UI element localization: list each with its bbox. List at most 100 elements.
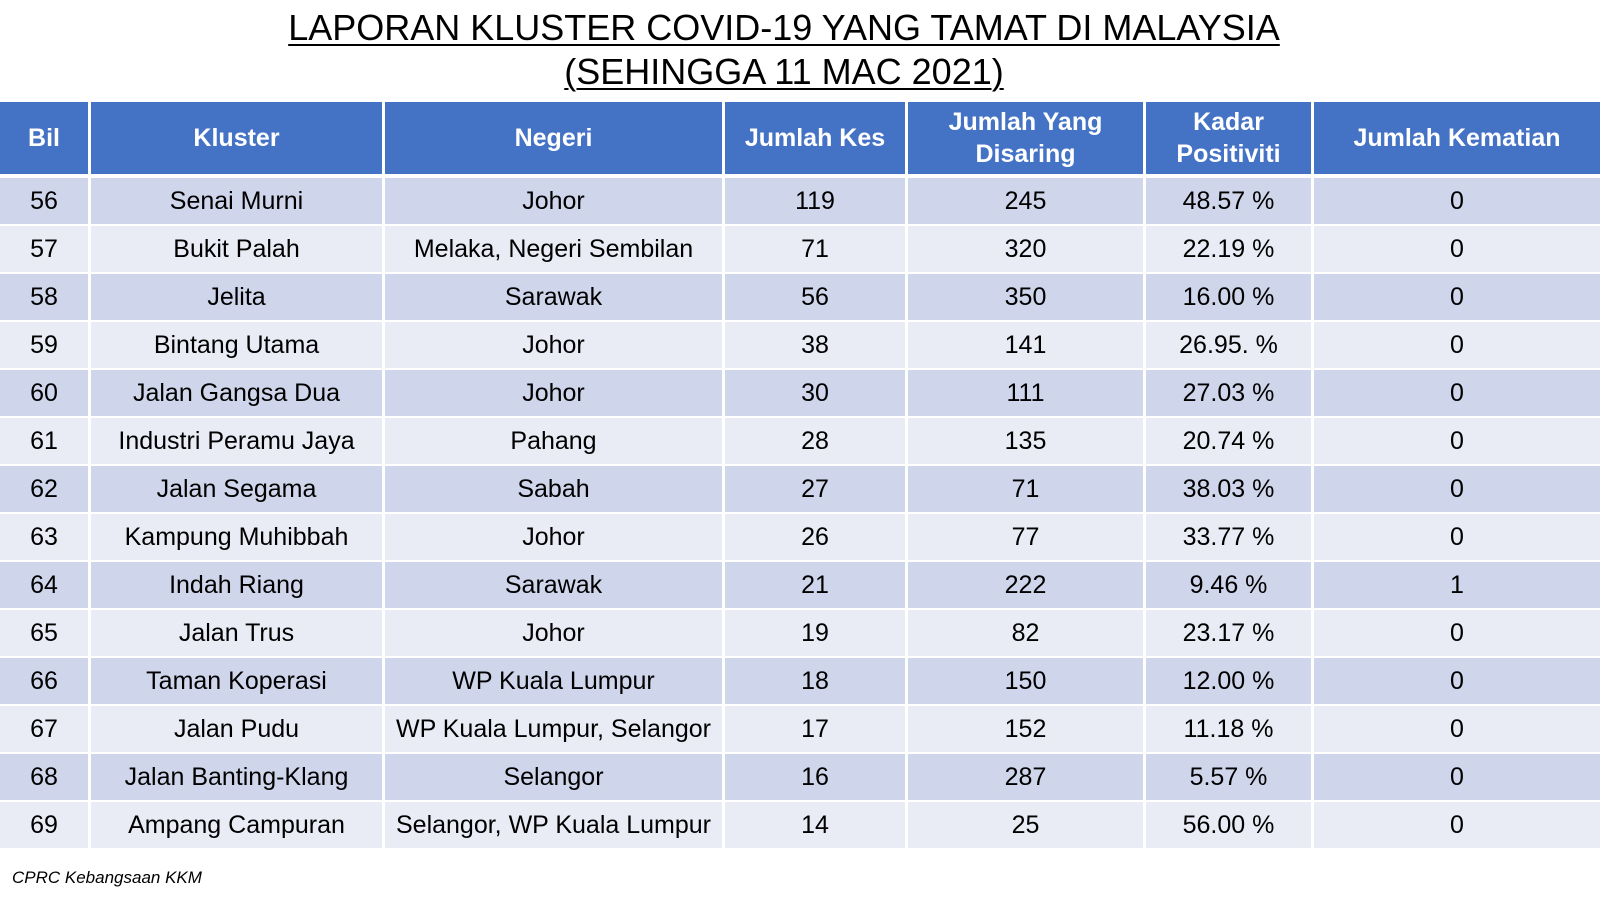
cell-kluster: Taman Koperasi [91, 658, 385, 706]
cell-kadar-positiviti: 16.00 % [1146, 274, 1314, 322]
cell-kadar-positiviti: 33.77 % [1146, 514, 1314, 562]
cell-jumlah-kes: 56 [725, 274, 908, 322]
cell-jumlah-kes: 26 [725, 514, 908, 562]
cell-kadar-positiviti: 56.00 % [1146, 802, 1314, 850]
table-row: 56 Senai Murni Johor 119 245 48.57 % 0 [0, 178, 1600, 226]
cell-jumlah-kematian: 0 [1314, 658, 1600, 706]
cell-jumlah-disaring: 320 [908, 226, 1146, 274]
table-row: 66 Taman Koperasi WP Kuala Lumpur 18 150 12.0… [0, 658, 1600, 706]
cell-negeri: Selangor, WP Kuala Lumpur [385, 802, 725, 850]
cell-jumlah-kematian: 0 [1314, 226, 1600, 274]
table-row: 57 Bukit Palah Melaka, Negeri Sembilan 71 32… [0, 226, 1600, 274]
table-row: 64 Indah Riang Sarawak 21 222 9.46 % 1 [0, 562, 1600, 610]
source-note: CPRC Kebangsaan KKM [12, 868, 202, 887]
cell-jumlah-disaring: 150 [908, 658, 1146, 706]
cell-jumlah-kematian: 0 [1314, 514, 1600, 562]
cell-jumlah-kes: 19 [725, 610, 908, 658]
header-jumlah-kes: Jumlah Kes [725, 102, 908, 178]
header-kluster: Kluster [91, 102, 385, 178]
cell-kluster: Jalan Banting-Klang [91, 754, 385, 802]
table-row: 67 Jalan Pudu WP Kuala Lumpur, Selangor 17 1… [0, 706, 1600, 754]
cell-kluster: Senai Murni [91, 178, 385, 226]
header-negeri: Negeri [385, 102, 725, 178]
table-row: 69 Ampang Campuran Selangor, WP Kuala Lump… [0, 802, 1600, 850]
cell-kluster: Jelita [91, 274, 385, 322]
cell-kadar-positiviti: 20.74 % [1146, 418, 1314, 466]
cell-jumlah-kes: 28 [725, 418, 908, 466]
cell-kluster: Jalan Segama [91, 466, 385, 514]
cell-jumlah-disaring: 350 [908, 274, 1146, 322]
table-row: 60 Jalan Gangsa Dua Johor 30 111 27.03 % 0 [0, 370, 1600, 418]
cell-jumlah-disaring: 82 [908, 610, 1146, 658]
table-body: 56 Senai Murni Johor 119 245 48.57 % 0 57 Bukit … [0, 178, 1600, 850]
cell-kluster: Indah Riang [91, 562, 385, 610]
cell-jumlah-disaring: 135 [908, 418, 1146, 466]
cell-kadar-positiviti: 48.57 % [1146, 178, 1314, 226]
cell-negeri: Johor [385, 178, 725, 226]
table-row: 65 Jalan Trus Johor 19 82 23.17 % 0 [0, 610, 1600, 658]
cell-negeri: Sarawak [385, 274, 725, 322]
cell-bil: 59 [0, 322, 91, 370]
cell-jumlah-kematian: 0 [1314, 466, 1600, 514]
cell-jumlah-kematian: 0 [1314, 322, 1600, 370]
cell-bil: 56 [0, 178, 91, 226]
table-header-row: Bil Kluster Negeri Jumlah Kes Jumlah Yan… [0, 102, 1600, 178]
cell-kluster: Industri Peramu Jaya [91, 418, 385, 466]
cell-negeri: Johor [385, 370, 725, 418]
cell-kluster: Bukit Palah [91, 226, 385, 274]
cell-bil: 58 [0, 274, 91, 322]
header-jumlah-disaring: Jumlah Yang Disaring [908, 102, 1146, 178]
cell-jumlah-kematian: 0 [1314, 610, 1600, 658]
cell-bil: 61 [0, 418, 91, 466]
cell-kadar-positiviti: 26.95. % [1146, 322, 1314, 370]
cell-bil: 66 [0, 658, 91, 706]
cell-bil: 67 [0, 706, 91, 754]
cell-negeri: Melaka, Negeri Sembilan [385, 226, 725, 274]
cell-jumlah-kematian: 0 [1314, 418, 1600, 466]
cell-bil: 63 [0, 514, 91, 562]
table-row: 63 Kampung Muhibbah Johor 26 77 33.77 % 0 [0, 514, 1600, 562]
cell-kluster: Jalan Pudu [91, 706, 385, 754]
cell-kadar-positiviti: 11.18 % [1146, 706, 1314, 754]
cell-bil: 62 [0, 466, 91, 514]
cell-bil: 68 [0, 754, 91, 802]
cell-bil: 57 [0, 226, 91, 274]
cell-jumlah-kes: 119 [725, 178, 908, 226]
header-kadar-positiviti: Kadar Positiviti [1146, 102, 1314, 178]
report-title: LAPORAN KLUSTER COVID-19 YANG TAMAT DI M… [0, 6, 1568, 94]
cell-kadar-positiviti: 9.46 % [1146, 562, 1314, 610]
cell-jumlah-kes: 21 [725, 562, 908, 610]
cell-negeri: WP Kuala Lumpur [385, 658, 725, 706]
cell-kadar-positiviti: 22.19 % [1146, 226, 1314, 274]
cell-negeri: Johor [385, 514, 725, 562]
cell-negeri: Selangor [385, 754, 725, 802]
cell-kadar-positiviti: 23.17 % [1146, 610, 1314, 658]
title-line-1: LAPORAN KLUSTER COVID-19 YANG TAMAT DI M… [288, 7, 1280, 48]
cell-jumlah-kes: 14 [725, 802, 908, 850]
header-jumlah-disaring-line2: Disaring [975, 140, 1076, 168]
header-kadar-line2: Positiviti [1176, 140, 1281, 168]
cell-negeri: Sabah [385, 466, 725, 514]
title-line-2: (SEHINGGA 11 MAC 2021) [564, 51, 1004, 92]
cell-negeri: Pahang [385, 418, 725, 466]
cell-jumlah-kes: 18 [725, 658, 908, 706]
cell-jumlah-kes: 16 [725, 754, 908, 802]
cell-negeri: Sarawak [385, 562, 725, 610]
cell-jumlah-disaring: 111 [908, 370, 1146, 418]
cell-negeri: WP Kuala Lumpur, Selangor [385, 706, 725, 754]
cell-kluster: Ampang Campuran [91, 802, 385, 850]
header-kadar-line1: Kadar [1193, 108, 1264, 136]
table-row: 62 Jalan Segama Sabah 27 71 38.03 % 0 [0, 466, 1600, 514]
cell-negeri: Johor [385, 322, 725, 370]
cell-jumlah-kematian: 1 [1314, 562, 1600, 610]
table-row: 61 Industri Peramu Jaya Pahang 28 135 20.74 %… [0, 418, 1600, 466]
cell-kadar-positiviti: 12.00 % [1146, 658, 1314, 706]
cell-jumlah-kematian: 0 [1314, 370, 1600, 418]
cell-jumlah-kematian: 0 [1314, 178, 1600, 226]
cell-bil: 69 [0, 802, 91, 850]
cell-kadar-positiviti: 5.57 % [1146, 754, 1314, 802]
cell-jumlah-disaring: 77 [908, 514, 1146, 562]
cell-jumlah-kes: 30 [725, 370, 908, 418]
cell-kadar-positiviti: 27.03 % [1146, 370, 1314, 418]
